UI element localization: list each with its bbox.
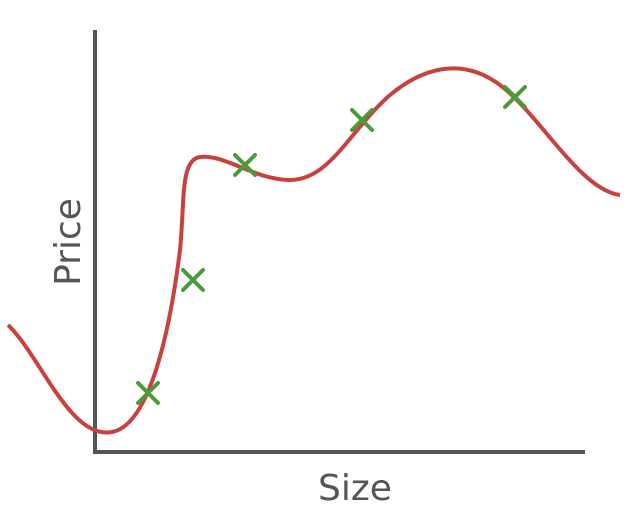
fit-curve — [6, 66, 621, 435]
data-point — [503, 85, 527, 109]
data-points — [136, 85, 527, 405]
y-axis-label: Price — [48, 198, 89, 286]
data-point — [233, 153, 257, 177]
x-axis-label: Size — [318, 468, 392, 509]
data-point — [350, 108, 374, 132]
data-point — [181, 268, 205, 292]
data-point — [136, 381, 160, 405]
